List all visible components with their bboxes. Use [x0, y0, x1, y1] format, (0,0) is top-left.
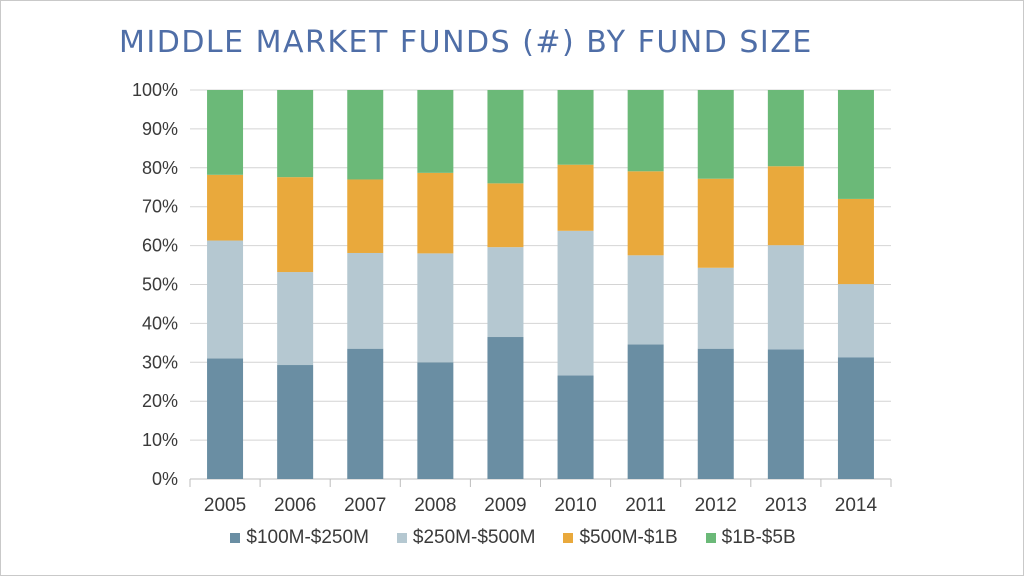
y-tick-label: 40% — [142, 313, 178, 333]
bar-segment — [207, 240, 244, 359]
y-tick-label: 30% — [142, 352, 178, 372]
legend-item: $100M-$250M — [230, 527, 369, 549]
bar-segment — [487, 183, 524, 248]
bar-segment — [627, 171, 664, 256]
chart-title: MIDDLE MARKET FUNDS (#) BY FUND SIZE — [119, 25, 813, 60]
x-tick-label: 2011 — [625, 495, 666, 516]
x-tick-label: 2008 — [414, 495, 456, 516]
bar-segment — [627, 255, 664, 345]
bar-segment — [207, 174, 244, 241]
legend-item: $250M-$500M — [396, 527, 536, 549]
y-tick-label: 0% — [152, 469, 178, 489]
legend-swatch — [705, 533, 716, 543]
bar-segment — [627, 344, 664, 479]
y-tick-label: 10% — [142, 430, 178, 450]
bar-segment — [347, 252, 384, 349]
legend-label: $250M-$500M — [412, 527, 536, 548]
bar-segment — [767, 245, 804, 350]
x-tick-label: 2009 — [484, 495, 526, 516]
x-tick-label: 2006 — [274, 495, 316, 516]
chart-legend: $100M-$250M $250M-$500M $500M-$1B $1B-$5B — [1, 527, 1024, 549]
bar-segment — [837, 357, 874, 479]
bar-segment — [417, 172, 454, 254]
bar-segment — [627, 90, 664, 172]
bar-segment — [557, 90, 594, 165]
x-tick-label: 2013 — [765, 495, 807, 516]
bar-segment — [557, 230, 594, 376]
bar-segment — [487, 337, 524, 479]
bar-segment — [207, 358, 244, 479]
legend-swatch — [563, 533, 574, 543]
legend-label: $100M-$250M — [246, 527, 369, 548]
legend-label: $500M-$1B — [579, 527, 678, 548]
bar-segment — [767, 166, 804, 246]
bar-segment — [347, 179, 384, 253]
bar-segment — [277, 177, 314, 273]
bar-segment — [347, 90, 384, 180]
y-tick-label: 90% — [142, 119, 178, 139]
bar-segment — [767, 349, 804, 479]
y-tick-label: 100% — [132, 80, 178, 100]
legend-item: $1B-$5B — [705, 527, 796, 549]
bar-segment — [697, 267, 734, 349]
legend-swatch — [230, 533, 241, 543]
y-tick-label: 60% — [142, 236, 178, 256]
bar-segment — [277, 272, 314, 366]
bar-segment — [837, 90, 874, 199]
stacked-bar-chart: 0% 10% 20% 30% 40% 50% 60% 70% 80% 90% 100% 2005 200… — [132, 80, 892, 516]
bar-segment — [487, 247, 524, 338]
bar-segment — [417, 90, 454, 173]
y-tick-label: 70% — [142, 197, 178, 217]
bar-segment — [487, 90, 524, 184]
bar-segment — [347, 348, 384, 479]
bar-segment — [697, 90, 734, 179]
bar-segment — [697, 178, 734, 268]
bar-segment — [417, 362, 454, 479]
legend-swatch — [396, 533, 407, 543]
legend-item: $500M-$1B — [563, 527, 678, 549]
legend-label: $1B-$5B — [721, 527, 796, 548]
y-tick-label: 50% — [142, 275, 178, 295]
bar-segment — [557, 164, 594, 231]
bar-segment — [417, 253, 454, 363]
y-tick-label: 80% — [142, 158, 178, 178]
bar-segment — [207, 90, 244, 175]
bar-segment — [277, 90, 314, 178]
y-tick-label: 20% — [142, 391, 178, 411]
x-tick-label: 2010 — [554, 495, 596, 516]
x-tick-label: 2007 — [344, 495, 386, 516]
bar-segment — [277, 365, 314, 479]
bar-segment — [697, 348, 734, 479]
bar-segment — [557, 375, 594, 479]
x-tick-label: 2014 — [835, 495, 878, 516]
bar-segment — [837, 284, 874, 358]
x-tick-label: 2012 — [695, 495, 737, 516]
bar-segment — [767, 90, 804, 167]
x-tick-label: 2005 — [204, 495, 246, 516]
bar-segment — [837, 198, 874, 285]
